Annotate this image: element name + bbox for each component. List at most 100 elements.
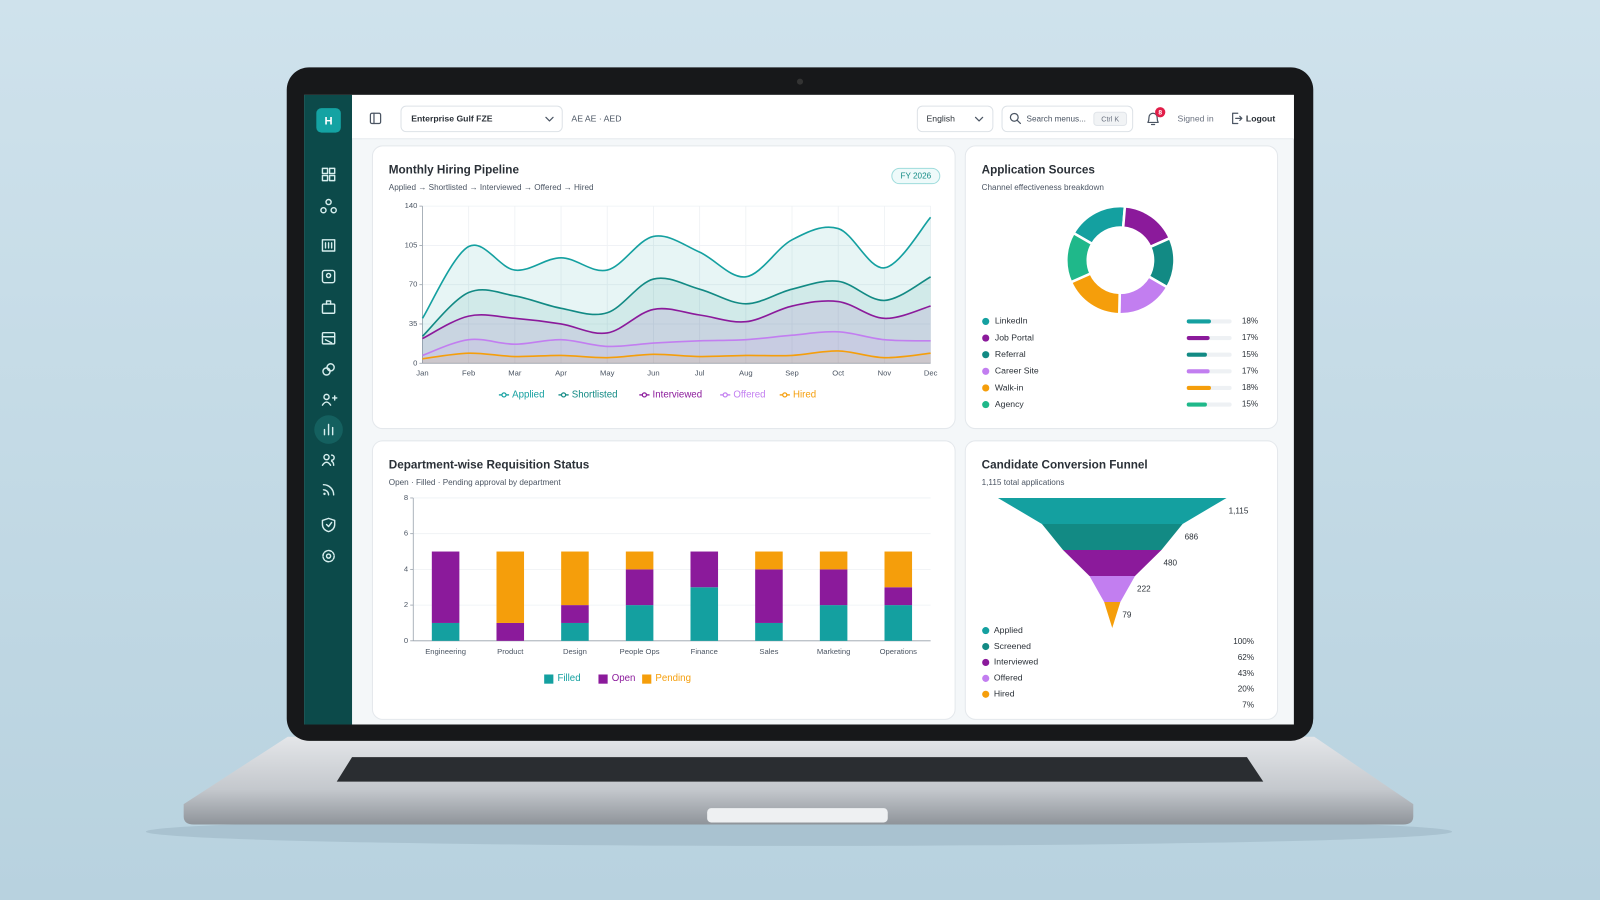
- legend-label: Walk-in: [995, 382, 1024, 392]
- y-tick-label: 2: [404, 600, 408, 609]
- x-tick-label: Aug: [739, 368, 753, 377]
- legend-dot: [982, 351, 990, 359]
- legend-label: Applied: [994, 625, 1023, 635]
- legend-label: Filled: [557, 673, 580, 684]
- legend-dot: [982, 690, 990, 698]
- line: [421, 216, 932, 319]
- legend-dot: [982, 642, 990, 651]
- nav-dashboard[interactable]: [321, 167, 336, 182]
- x-tick-label: May: [600, 368, 615, 377]
- bar-segment: [819, 551, 848, 570]
- nav-links[interactable]: [322, 363, 335, 376]
- chart-title: Monthly Hiring Pipeline: [389, 164, 520, 177]
- legend-dot: [982, 334, 990, 342]
- nav-people[interactable]: [321, 453, 335, 467]
- chart-subtitle: Applied → Shortlisted → Interviewed → Of…: [389, 183, 594, 192]
- area: [422, 300, 931, 364]
- legend-label: Agency: [995, 399, 1025, 409]
- chart: Department-wise Requisition Status Open ·…: [389, 458, 931, 684]
- bar-segment: [884, 605, 913, 641]
- nav-settings[interactable]: [322, 549, 335, 563]
- legend-dot: [782, 392, 788, 398]
- y-tick-label: 0: [404, 636, 408, 645]
- nav-jobs[interactable]: [321, 300, 336, 314]
- logout[interactable]: Logout: [1246, 114, 1275, 124]
- bar-segment: [496, 551, 525, 623]
- chart-subtitle: Open · Filled · Pending approval by depa…: [389, 478, 562, 487]
- x-tick-label: Nov: [878, 368, 892, 377]
- x-tick-label: Apr: [555, 368, 567, 377]
- language-select[interactable]: [916, 105, 994, 133]
- legend-dot: [982, 317, 990, 325]
- x-tick-label: Engineering: [425, 647, 466, 656]
- area: [422, 276, 931, 364]
- funnel-stage: [1063, 550, 1162, 577]
- keyboard: [336, 757, 1264, 782]
- nav-add-user[interactable]: [321, 393, 338, 406]
- legend-dot: [982, 384, 990, 392]
- nav-org[interactable]: [320, 198, 337, 214]
- x-tick-label: Product: [497, 647, 524, 656]
- organization-name: Enterprise Gulf FZE: [411, 114, 493, 124]
- nav-analytics[interactable]: [323, 423, 334, 436]
- legend-label: Offered: [994, 673, 1023, 683]
- x-tick-label: Jun: [647, 368, 659, 377]
- legend-label: Referral: [995, 349, 1026, 359]
- y-tick-label: 140: [405, 201, 418, 210]
- locale: AE AE · AED: [571, 114, 621, 124]
- legend-swatch: [544, 674, 554, 684]
- funnel-value: 222: [1137, 584, 1151, 593]
- chevron: [974, 116, 984, 122]
- charts: Monthly Hiring Pipeline Applied → Shortli…: [389, 164, 1258, 710]
- nav-feed[interactable]: [322, 483, 335, 496]
- nav-profile[interactable]: [321, 269, 336, 284]
- sidebar-toggle[interactable]: [369, 112, 382, 125]
- bar-segment: [561, 551, 589, 606]
- chart: Monthly Hiring Pipeline Applied → Shortli…: [389, 164, 941, 400]
- nav-calendar[interactable]: [321, 331, 336, 345]
- funnel-value: 79: [1122, 610, 1132, 619]
- bar-segment: [755, 569, 783, 623]
- y-tick-label: 0: [413, 358, 417, 367]
- nav-security[interactable]: [321, 517, 336, 533]
- bar-segment: [561, 605, 589, 623]
- x-tick-label: Marketing: [817, 647, 851, 656]
- nav-company[interactable]: [321, 239, 336, 252]
- search-placeholder: Search menus...: [1027, 115, 1086, 124]
- y-tick-label: 6: [404, 529, 408, 538]
- share-label: 18%: [1242, 383, 1258, 392]
- funnel-value: 686: [1185, 532, 1199, 541]
- chart: Candidate Conversion Funnel 1,115 total a…: [982, 458, 1254, 709]
- trackpad-notch: [707, 808, 888, 823]
- chevron: [545, 116, 554, 122]
- area: [422, 217, 931, 364]
- y-tick-label: 4: [404, 564, 409, 573]
- card: [964, 145, 1279, 430]
- funnel-value: 1,115: [1229, 506, 1249, 515]
- x-tick-label: Sales: [759, 647, 778, 656]
- camera: [796, 78, 804, 85]
- bar-segment: [625, 605, 654, 641]
- bar-segment: [755, 622, 783, 641]
- legend-dot: [501, 392, 507, 398]
- sign-in-status: Signed in: [1178, 114, 1214, 124]
- share-label: 43%: [1238, 669, 1254, 678]
- organization-select[interactable]: [400, 105, 563, 133]
- legend-swatch: [642, 674, 652, 684]
- logout-icon[interactable]: [1232, 112, 1243, 125]
- notification-count: 8: [1158, 110, 1162, 117]
- funnel-stage: [1089, 576, 1135, 603]
- brand-logo[interactable]: [316, 108, 341, 133]
- bar-segment: [625, 551, 654, 570]
- x-tick-label: Mar: [508, 368, 522, 377]
- bar-segment: [819, 569, 848, 606]
- notification-bell[interactable]: [1147, 112, 1159, 126]
- bar-segment: [755, 551, 783, 570]
- shortcut-key: [1093, 111, 1128, 127]
- bar-segment: [819, 605, 848, 641]
- share-bar: [1186, 369, 1210, 374]
- x-tick-label: Design: [563, 647, 587, 656]
- search-shortcut: Ctrl K: [1101, 115, 1119, 123]
- badge-label: FY 2026: [900, 172, 931, 181]
- legend-label: Job Portal: [995, 332, 1034, 342]
